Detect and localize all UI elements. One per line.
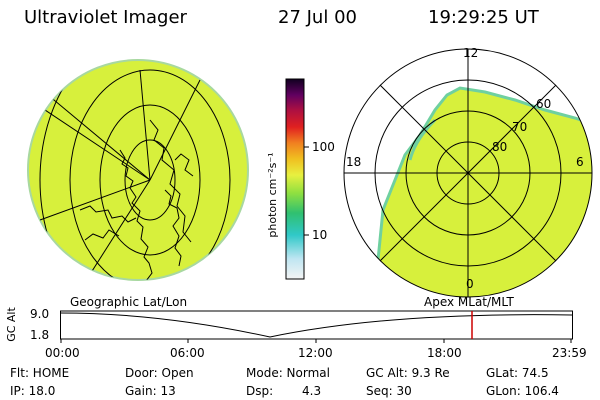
x-tick-1200: 12:00 <box>298 346 333 360</box>
instrument-title: Ultraviolet Imager <box>24 7 187 28</box>
colorbar-tick-10: 10 <box>312 228 328 242</box>
dsp-label: Dsp: <box>246 384 274 398</box>
mlat-label-70: 70 <box>512 120 528 134</box>
alt-plot-ybottom: 1.8 <box>30 328 50 342</box>
colorbar-tick-100: 100 <box>312 140 335 154</box>
geographic-caption: Geographic Lat/Lon <box>70 295 188 309</box>
mode-status: Mode: Normal <box>246 366 330 380</box>
apex-caption: Apex MLat/MLT <box>424 295 514 309</box>
mlt-label-6: 6 <box>576 155 584 169</box>
mlat-label-60: 60 <box>536 97 552 111</box>
x-tick-1800: 18:00 <box>427 346 462 360</box>
colorbar-unit-label: photon cm⁻²s⁻¹ <box>266 152 279 237</box>
geo-longitude: GLon: 106.4 <box>486 384 559 398</box>
altitude-plot <box>60 310 573 343</box>
time-label: 19:29:25 UT <box>428 7 539 28</box>
sequence-number: Seq: 30 <box>366 384 412 398</box>
ip-value: IP: 18.0 <box>10 384 56 398</box>
geographic-image <box>27 59 249 281</box>
x-tick-0600: 06:00 <box>170 346 205 360</box>
mlt-label-0: 0 <box>466 277 474 291</box>
gain-value: Gain: 13 <box>125 384 176 398</box>
alt-plot-ytop: 9.0 <box>30 307 50 321</box>
flight-mode: Flt: HOME <box>10 366 70 380</box>
geo-latitude: GLat: 74.5 <box>486 366 549 380</box>
x-tick-0000: 00:00 <box>45 346 80 360</box>
door-status: Door: Open <box>125 366 194 380</box>
colorbar: photon cm⁻²s⁻¹ <box>266 78 309 280</box>
x-tick-2359: 23:59 <box>552 346 587 360</box>
mlt-label-12: 12 <box>463 46 479 60</box>
date-label: 27 Jul 00 <box>278 7 357 28</box>
gc-altitude: GC Alt: 9.3 Re <box>366 366 450 380</box>
dsp-value: 4.3 <box>302 384 322 398</box>
alt-plot-ylabel: GC Alt <box>4 307 18 342</box>
mlat-label-80: 80 <box>492 140 508 154</box>
polar-image <box>343 48 593 298</box>
mlt-label-18: 18 <box>346 155 362 169</box>
